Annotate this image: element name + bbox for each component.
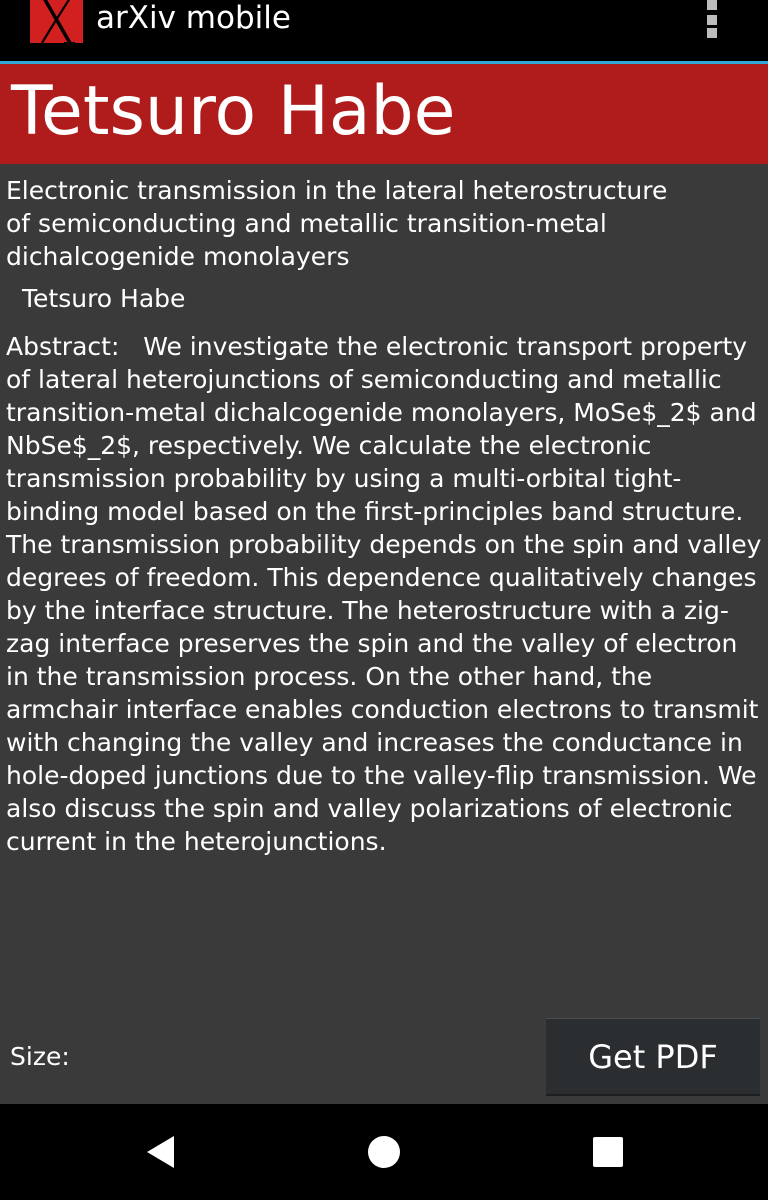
abstract-label: Abstract: bbox=[6, 332, 136, 361]
author-banner: Tetsuro Habe bbox=[0, 64, 768, 164]
system-navigation-bar bbox=[0, 1104, 768, 1200]
action-bar-divider bbox=[0, 61, 768, 64]
overflow-menu-icon[interactable] bbox=[696, 0, 728, 44]
get-pdf-button[interactable]: Get PDF bbox=[546, 1018, 760, 1096]
paper-title: Electronic transmission in the lateral h… bbox=[6, 176, 668, 271]
action-bar: arXiv mobile bbox=[0, 0, 768, 61]
recents-square-icon[interactable] bbox=[584, 1128, 632, 1176]
arxiv-x-logo-icon bbox=[30, 0, 83, 43]
app-title: arXiv mobile bbox=[96, 0, 291, 36]
paper-authors: Tetsuro Habe bbox=[22, 284, 186, 313]
back-triangle-icon[interactable] bbox=[136, 1128, 184, 1176]
size-label: Size: bbox=[10, 1042, 70, 1071]
author-banner-name: Tetsuro Habe bbox=[11, 72, 456, 151]
abstract-text: We investigate the electronic transport … bbox=[6, 332, 762, 856]
home-circle-icon[interactable] bbox=[360, 1128, 408, 1176]
paper-abstract: Abstract: We investigate the electronic … bbox=[6, 330, 762, 858]
